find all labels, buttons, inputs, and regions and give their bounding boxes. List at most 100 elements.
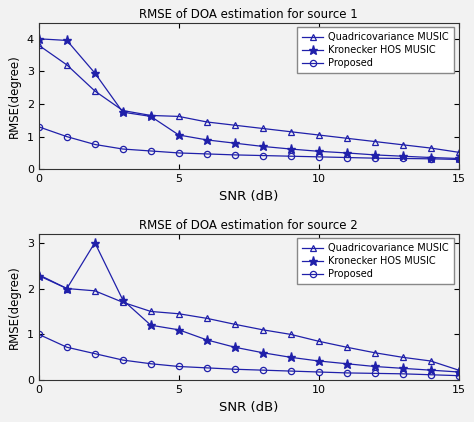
Proposed [232, 367, 237, 372]
Proposed [232, 152, 237, 157]
Quadricovariance MUSIC [316, 133, 321, 138]
Proposed [428, 372, 434, 377]
Kronecker HOS MUSIC [36, 273, 42, 278]
Proposed [176, 150, 182, 155]
Quadricovariance MUSIC [148, 113, 154, 118]
Line: Quadricovariance MUSIC: Quadricovariance MUSIC [36, 42, 462, 155]
Kronecker HOS MUSIC [204, 337, 210, 342]
Line: Quadricovariance MUSIC: Quadricovariance MUSIC [36, 272, 462, 373]
Quadricovariance MUSIC [456, 150, 462, 155]
Legend: Quadricovariance MUSIC, Kronecker HOS MUSIC, Proposed: Quadricovariance MUSIC, Kronecker HOS MU… [297, 27, 454, 73]
Y-axis label: RMSE(degree): RMSE(degree) [9, 265, 21, 349]
Proposed [92, 351, 98, 356]
Proposed [400, 371, 406, 376]
Title: RMSE of DOA estimation for source 1: RMSE of DOA estimation for source 1 [139, 8, 358, 22]
Kronecker HOS MUSIC [64, 38, 70, 43]
Kronecker HOS MUSIC [316, 358, 321, 363]
Proposed [260, 153, 265, 158]
Quadricovariance MUSIC [176, 311, 182, 316]
Proposed [344, 371, 349, 376]
Proposed [316, 154, 321, 160]
Quadricovariance MUSIC [260, 327, 265, 333]
Proposed [456, 373, 462, 378]
Kronecker HOS MUSIC [428, 155, 434, 160]
Quadricovariance MUSIC [260, 126, 265, 131]
Quadricovariance MUSIC [36, 272, 42, 277]
Kronecker HOS MUSIC [400, 366, 406, 371]
Quadricovariance MUSIC [400, 142, 406, 147]
Quadricovariance MUSIC [288, 332, 293, 337]
Kronecker HOS MUSIC [456, 370, 462, 375]
Kronecker HOS MUSIC [120, 110, 126, 115]
Quadricovariance MUSIC [428, 146, 434, 151]
Kronecker HOS MUSIC [148, 323, 154, 328]
Kronecker HOS MUSIC [260, 350, 265, 355]
Kronecker HOS MUSIC [36, 36, 42, 41]
Quadricovariance MUSIC [344, 345, 349, 350]
Proposed [288, 154, 293, 159]
Quadricovariance MUSIC [344, 136, 349, 141]
Quadricovariance MUSIC [316, 339, 321, 344]
Quadricovariance MUSIC [204, 119, 210, 124]
Kronecker HOS MUSIC [316, 149, 321, 154]
Quadricovariance MUSIC [456, 368, 462, 373]
Proposed [120, 146, 126, 151]
Legend: Quadricovariance MUSIC, Kronecker HOS MUSIC, Proposed: Quadricovariance MUSIC, Kronecker HOS MU… [297, 238, 454, 284]
Kronecker HOS MUSIC [176, 133, 182, 138]
Kronecker HOS MUSIC [372, 152, 378, 157]
Quadricovariance MUSIC [372, 139, 378, 144]
Proposed [428, 156, 434, 161]
Proposed [204, 365, 210, 371]
Proposed [36, 332, 42, 337]
Proposed [344, 155, 349, 160]
Proposed [204, 151, 210, 157]
Line: Proposed: Proposed [36, 124, 462, 162]
Proposed [456, 157, 462, 162]
Proposed [148, 149, 154, 154]
Quadricovariance MUSIC [204, 316, 210, 321]
Proposed [92, 142, 98, 147]
X-axis label: SNR (dB): SNR (dB) [219, 189, 278, 203]
Kronecker HOS MUSIC [344, 361, 349, 366]
Y-axis label: RMSE(degree): RMSE(degree) [9, 54, 21, 138]
Quadricovariance MUSIC [428, 358, 434, 363]
Kronecker HOS MUSIC [232, 345, 237, 350]
Proposed [64, 345, 70, 350]
Kronecker HOS MUSIC [176, 327, 182, 333]
Kronecker HOS MUSIC [232, 141, 237, 146]
Kronecker HOS MUSIC [204, 138, 210, 143]
X-axis label: SNR (dB): SNR (dB) [219, 400, 278, 414]
Proposed [64, 134, 70, 139]
Kronecker HOS MUSIC [428, 368, 434, 373]
Proposed [288, 368, 293, 373]
Proposed [400, 156, 406, 161]
Quadricovariance MUSIC [148, 309, 154, 314]
Quadricovariance MUSIC [176, 114, 182, 119]
Quadricovariance MUSIC [92, 89, 98, 94]
Quadricovariance MUSIC [400, 355, 406, 360]
Quadricovariance MUSIC [120, 300, 126, 305]
Quadricovariance MUSIC [288, 129, 293, 134]
Quadricovariance MUSIC [232, 322, 237, 327]
Proposed [36, 124, 42, 130]
Line: Kronecker HOS MUSIC: Kronecker HOS MUSIC [34, 238, 463, 376]
Kronecker HOS MUSIC [344, 150, 349, 155]
Quadricovariance MUSIC [120, 108, 126, 113]
Kronecker HOS MUSIC [288, 355, 293, 360]
Kronecker HOS MUSIC [120, 298, 126, 303]
Kronecker HOS MUSIC [288, 146, 293, 151]
Proposed [316, 370, 321, 375]
Proposed [120, 357, 126, 362]
Kronecker HOS MUSIC [92, 240, 98, 245]
Quadricovariance MUSIC [64, 62, 70, 68]
Line: Proposed: Proposed [36, 331, 462, 379]
Quadricovariance MUSIC [36, 43, 42, 48]
Quadricovariance MUSIC [232, 123, 237, 128]
Title: RMSE of DOA estimation for source 2: RMSE of DOA estimation for source 2 [139, 219, 358, 233]
Quadricovariance MUSIC [64, 286, 70, 291]
Kronecker HOS MUSIC [372, 364, 378, 369]
Kronecker HOS MUSIC [148, 114, 154, 119]
Proposed [148, 361, 154, 366]
Kronecker HOS MUSIC [92, 70, 98, 76]
Kronecker HOS MUSIC [456, 156, 462, 161]
